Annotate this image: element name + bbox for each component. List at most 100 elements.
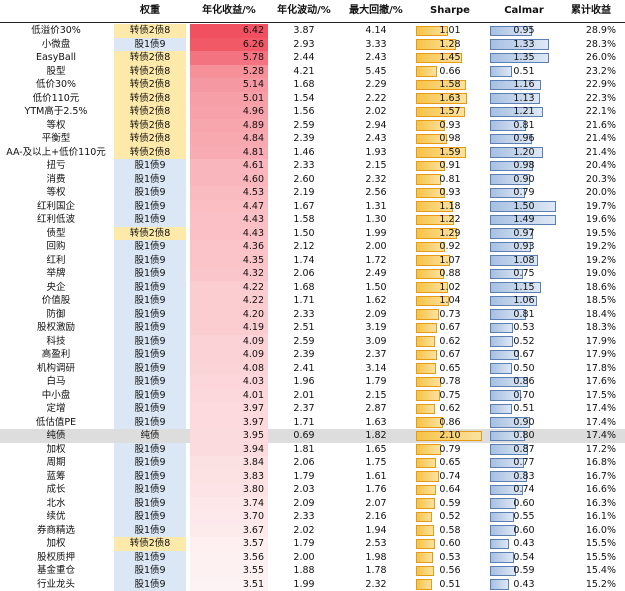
- calmar-cell: 0.96: [488, 132, 560, 146]
- sharpe-cell: 0.81: [414, 173, 486, 187]
- annual-volatility-cell: 1.81: [268, 443, 340, 457]
- weight-cell: 股1债9: [114, 294, 186, 308]
- calmar-value: 0.81: [488, 119, 560, 133]
- sharpe-value: 0.81: [414, 173, 486, 187]
- sharpe-cell: 1.01: [414, 24, 486, 38]
- sharpe-value: 0.92: [414, 240, 486, 254]
- weight-cell: 股1债9: [114, 510, 186, 524]
- sharpe-cell: 1.29: [414, 227, 486, 241]
- max-drawdown-cell: 2.32: [340, 173, 412, 187]
- calmar-cell: 0.43: [488, 578, 560, 591]
- calmar-value: 1.50: [488, 200, 560, 214]
- header-sharpe: Sharpe: [414, 0, 486, 22]
- annual-return-cell: 4.35: [190, 254, 268, 268]
- max-drawdown-cell: 2.22: [340, 92, 412, 106]
- calmar-cell: 0.80: [488, 429, 560, 443]
- strategy-name: 券商精选: [2, 524, 110, 538]
- strategy-name: 加权: [2, 443, 110, 457]
- max-drawdown-cell: 1.65: [340, 443, 412, 457]
- weight-cell: 股1债9: [114, 308, 186, 322]
- annual-return-cell: 4.03: [190, 375, 268, 389]
- cumulative-return-cell: 19.2%: [560, 254, 622, 268]
- sharpe-value: 0.67: [414, 348, 486, 362]
- weight-cell: 股1债9: [114, 497, 186, 511]
- annual-volatility-cell: 2.51: [268, 321, 340, 335]
- strategy-name: 低溢价30%: [2, 24, 110, 38]
- calmar-value: 0.51: [488, 402, 560, 416]
- strategy-name: 等权: [2, 119, 110, 133]
- strategy-name: 低价110元: [2, 92, 110, 106]
- annual-volatility-cell: 1.56: [268, 105, 340, 119]
- max-drawdown-cell: 5.45: [340, 65, 412, 79]
- header-weight: 权重: [114, 0, 186, 22]
- calmar-value: 1.08: [488, 254, 560, 268]
- sharpe-cell: 0.93: [414, 119, 486, 133]
- sharpe-cell: 0.56: [414, 564, 486, 578]
- sharpe-value: 1.18: [414, 200, 486, 214]
- weight-cell: 股1债9: [114, 470, 186, 484]
- annual-volatility-cell: 1.67: [268, 200, 340, 214]
- weight-cell: 股1债9: [114, 443, 186, 457]
- calmar-cell: 1.21: [488, 105, 560, 119]
- strategy-name: 价值股: [2, 294, 110, 308]
- calmar-value: 0.93: [488, 240, 560, 254]
- sharpe-value: 0.65: [414, 456, 486, 470]
- sharpe-value: 2.10: [414, 429, 486, 443]
- cumulative-return-cell: 22.1%: [560, 105, 622, 119]
- cumulative-return-cell: 15.5%: [560, 537, 622, 551]
- weight-cell: 股1债9: [114, 578, 186, 591]
- annual-return-cell: 4.60: [190, 173, 268, 187]
- sharpe-cell: 0.98: [414, 132, 486, 146]
- annual-return-cell: 3.55: [190, 564, 268, 578]
- strategy-name: 股权激励: [2, 321, 110, 335]
- annual-return-cell: 3.97: [190, 402, 268, 416]
- cumulative-return-cell: 28.9%: [560, 24, 622, 38]
- sharpe-cell: 0.58: [414, 524, 486, 538]
- max-drawdown-cell: 1.31: [340, 200, 412, 214]
- max-drawdown-cell: 1.72: [340, 254, 412, 268]
- sharpe-value: 0.59: [414, 497, 486, 511]
- weight-cell: 股1债9: [114, 321, 186, 335]
- calmar-value: 0.51: [488, 65, 560, 79]
- sharpe-value: 0.62: [414, 402, 486, 416]
- weight-cell: 转债2债8: [114, 227, 186, 241]
- max-drawdown-cell: 1.82: [340, 429, 412, 443]
- calmar-cell: 1.15: [488, 281, 560, 295]
- strategy-name: 股型: [2, 65, 110, 79]
- annual-volatility-cell: 2.59: [268, 335, 340, 349]
- calmar-cell: 0.81: [488, 308, 560, 322]
- annual-volatility-cell: 3.87: [268, 24, 340, 38]
- sharpe-value: 1.59: [414, 146, 486, 160]
- max-drawdown-cell: 2.37: [340, 348, 412, 362]
- sharpe-value: 0.51: [414, 578, 486, 591]
- strategy-name: 扭亏: [2, 159, 110, 173]
- max-drawdown-cell: 4.14: [340, 24, 412, 38]
- strategy-name: 股权质押: [2, 551, 110, 565]
- strategy-name: 债型: [2, 227, 110, 241]
- calmar-value: 0.70: [488, 389, 560, 403]
- annual-return-cell: 4.81: [190, 146, 268, 160]
- max-drawdown-cell: 1.75: [340, 456, 412, 470]
- calmar-cell: 0.60: [488, 524, 560, 538]
- sharpe-value: 1.28: [414, 38, 486, 52]
- calmar-value: 0.43: [488, 578, 560, 591]
- cumulative-return-cell: 19.2%: [560, 240, 622, 254]
- strategy-name: 低价30%: [2, 78, 110, 92]
- calmar-value: 0.87: [488, 443, 560, 457]
- calmar-cell: 0.83: [488, 470, 560, 484]
- annual-return-cell: 4.22: [190, 294, 268, 308]
- annual-return-cell: 3.84: [190, 456, 268, 470]
- max-drawdown-cell: 1.63: [340, 416, 412, 430]
- cumulative-return-cell: 19.0%: [560, 267, 622, 281]
- annual-return-cell: 3.94: [190, 443, 268, 457]
- strategy-name: 红利: [2, 254, 110, 268]
- max-drawdown-cell: 2.15: [340, 159, 412, 173]
